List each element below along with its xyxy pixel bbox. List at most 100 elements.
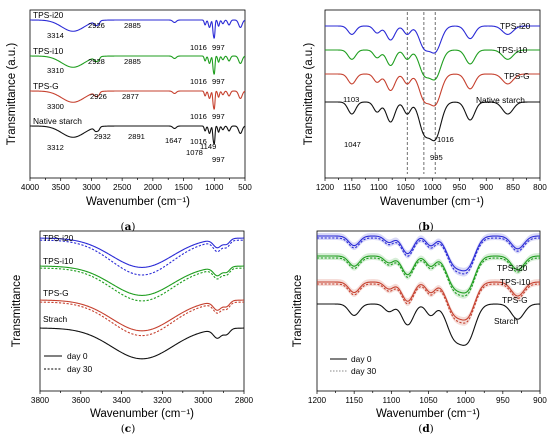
panel-a-series-tps-i20 <box>29 19 246 39</box>
panel-a-peak-label: 2932 <box>94 132 111 141</box>
panel-c-series-day0 <box>40 299 244 332</box>
panel-b-peak-label: 1047 <box>344 140 361 149</box>
panel-c-xtick-label: 3200 <box>153 396 172 405</box>
panel-a-series-native-starch <box>29 125 246 145</box>
panel-a-xlabel: Wavenumber (cm⁻¹) <box>86 196 190 208</box>
panel-a-series-tps-g <box>29 90 246 110</box>
panel-b-ylabel: Transmittance (a.u.) <box>303 43 315 146</box>
panel-d-xtick-label: 900 <box>533 396 547 405</box>
panel-a-peak-label: 1016 <box>190 112 207 121</box>
panel-a-label-tps-i10: TPS-i10 <box>33 46 64 56</box>
panel-a-peak-label: 997 <box>212 43 225 52</box>
panel-b: 1200 1150 1100 1050 1000 950 900 850 800 TPS-i20… <box>303 9 547 233</box>
panel-a-peak-label: 2891 <box>128 132 145 141</box>
panel-b-label: (b) <box>418 221 434 233</box>
panel-b-xtick-label: 900 <box>479 183 493 192</box>
panel-c-xtick-label: 3800 <box>31 396 50 405</box>
panel-c-xtick-label: 2800 <box>235 396 254 405</box>
panel-d-series-day0 <box>317 235 541 272</box>
panel-d-series-day0 <box>317 255 541 294</box>
panel-a-peak-label: 2885 <box>124 57 141 66</box>
panel-b-series <box>324 101 541 142</box>
panel-d-series-label: Starch <box>494 316 519 326</box>
panel-b-xlabel: Wavenumber (cm⁻¹) <box>380 196 484 208</box>
panel-c-xtick-label: 3400 <box>112 396 131 405</box>
panel-d-legend-day0: day 0 <box>351 354 372 364</box>
panel-d-series-day0 <box>317 281 541 321</box>
panel-a-peak-label: 1016 <box>190 77 207 86</box>
panel-a-xtick-label: 1000 <box>205 183 224 192</box>
panel-a-peak-label: 3312 <box>47 143 64 152</box>
panel-d-series-label: TPS-i10 <box>500 277 531 287</box>
panel-d-series-day30 <box>317 283 541 324</box>
panel-b-peak-label: 995 <box>430 153 443 162</box>
panel-d-xtick-label: 1200 <box>308 396 327 405</box>
panel-b-series <box>324 73 541 107</box>
panel-b-series-label: TPS-i10 <box>497 45 528 55</box>
panel-b-letter: b <box>422 221 429 233</box>
panel-a-peak-label: 2926 <box>90 92 107 101</box>
panel-d-band <box>317 279 540 326</box>
panel-c-series-day0 <box>39 265 245 296</box>
panel-b-xtick-label: 800 <box>533 183 547 192</box>
panel-c-legend-day0: day 0 <box>67 351 88 361</box>
panel-d-series-day30 <box>317 237 541 275</box>
panel-b-peak-label: 1103 <box>343 95 359 104</box>
panel-a-label: (a) <box>120 221 135 233</box>
panel-a-peak-label: 2877 <box>122 92 139 101</box>
panel-c-letter: c <box>125 423 131 435</box>
panel-a-label-native-starch: Native starch <box>33 116 82 126</box>
panel-b-series <box>324 25 541 54</box>
panel-c-xtick-label: 3000 <box>194 396 213 405</box>
panel-a-xtick-label: 1500 <box>174 183 193 192</box>
panel-d-letter: d <box>422 423 430 435</box>
panel-c: 3800 3600 3400 3200 3000 2800 TPS-i20 TPS-i10 T… <box>11 230 254 435</box>
panel-a-series-tps-i10 <box>29 55 246 75</box>
panel-a-peak-label: 1016 <box>190 43 207 52</box>
panel-a-xtick-label: 2500 <box>113 183 132 192</box>
panel-d-label: (d) <box>418 423 434 435</box>
panel-a-xtick-label: 500 <box>238 183 252 192</box>
panel-a-peak-label: 997 <box>212 77 225 86</box>
panel-c-xtick-label: 3600 <box>72 396 91 405</box>
panel-d-series-day0 <box>317 303 541 346</box>
panel-a-peak-label: 997 <box>212 155 225 164</box>
panel-a-peak-label: 2885 <box>124 21 141 30</box>
panel-c-series-day0 <box>39 237 245 268</box>
panel-d-series-label: TPS-i20 <box>497 263 528 273</box>
panel-a-peak-label: 2926 <box>88 21 105 30</box>
panel-b-xtick-label: 1050 <box>397 183 416 192</box>
panel-a-xtick-label: 3500 <box>52 183 71 192</box>
panel-d: 1200 1150 1100 1050 1000 950 900 TPS-i20 TPS-i1… <box>292 230 547 435</box>
panel-b-xtick-label: 1100 <box>370 183 388 192</box>
panel-c-ylabel: Transmittance <box>11 275 23 347</box>
panel-a-peak-label: 3314 <box>47 31 64 40</box>
panel-b-series <box>324 49 541 81</box>
panel-b-series-label: TPS-i20 <box>500 21 531 31</box>
panel-a-peak-label: 1016 <box>190 137 207 146</box>
panel-c-series-label: TPS-i10 <box>43 256 74 266</box>
panel-a-letter: a <box>125 221 132 233</box>
panel-a-xtick-label: 3000 <box>82 183 101 192</box>
panel-a-xtick-label: 2000 <box>144 183 163 192</box>
panel-b-xtick-label: 950 <box>453 183 467 192</box>
panel-a-peak-label: 1149 <box>200 142 216 151</box>
panel-b-xtick-label: 850 <box>506 183 520 192</box>
panel-d-xlabel: Wavenumber (cm⁻¹) <box>376 408 480 420</box>
panel-a-xtick-label: 4000 <box>21 183 40 192</box>
panel-d-xtick-label: 1050 <box>419 396 438 405</box>
panel-b-peak-label: 1016 <box>437 135 454 144</box>
panel-d-xtick-label: 1000 <box>457 396 476 405</box>
panel-a: 4000 3500 3000 2500 2000 1500 1000 500 TPS-i20 T… <box>6 9 252 233</box>
panel-b-series-label: Native starch <box>476 95 525 105</box>
panel-b-series-label: TPS-G <box>504 71 530 81</box>
panel-c-xlabel: Wavenumber (cm⁻¹) <box>90 408 194 420</box>
panel-d-series-day30 <box>317 257 541 297</box>
panel-a-ylabel: Transmittance (a.u.) <box>6 43 18 146</box>
panel-c-series-day0 <box>40 327 244 360</box>
panel-d-band <box>317 233 540 277</box>
panel-d-series-label: TPS-G <box>502 295 528 305</box>
panel-d-xtick-label: 1100 <box>383 396 401 405</box>
panel-b-xtick-label: 1000 <box>423 183 442 192</box>
